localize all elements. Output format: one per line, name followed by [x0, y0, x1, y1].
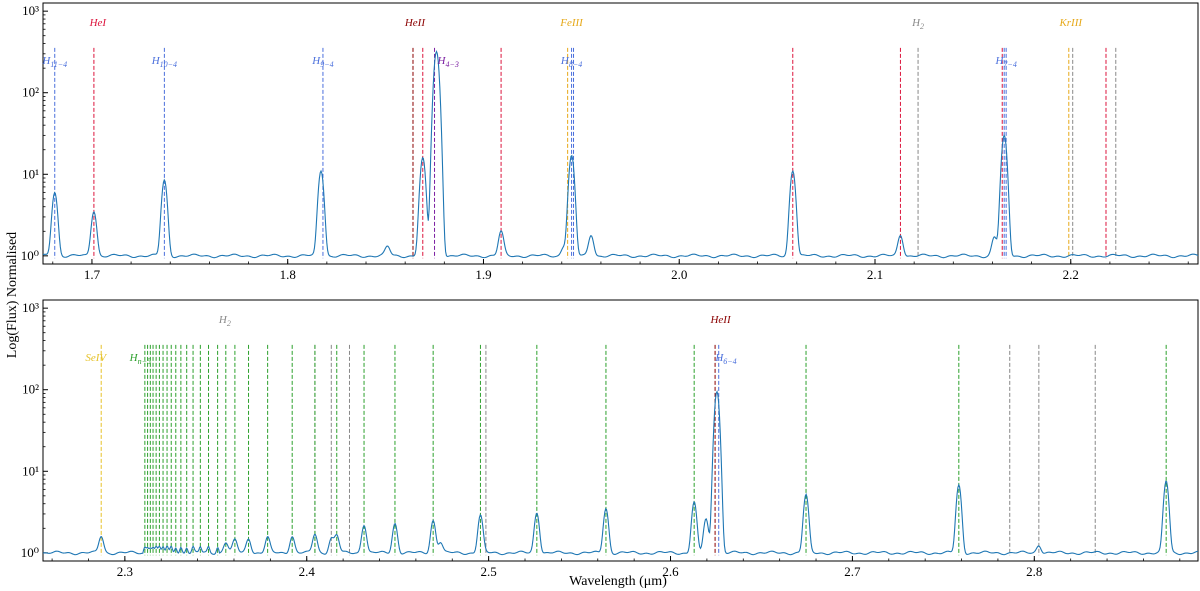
x-tick-label: 2.4	[299, 564, 316, 579]
x-tick-label: 2.3	[117, 564, 133, 579]
x-tick-label: 1.9	[475, 267, 491, 282]
line-label-kriii: KrIII	[1058, 17, 1083, 29]
x-tick-label: 1.7	[84, 267, 101, 282]
x-tick-label: 2.1	[867, 267, 883, 282]
line-label-feiii: FeIII	[559, 17, 584, 29]
line-label-h: H10−4	[151, 55, 177, 69]
x-axis-label: Wavelength (μm)	[569, 574, 667, 589]
y-tick-label: 10¹	[22, 463, 39, 478]
line-label-h: H8−4	[560, 55, 582, 69]
line-label-paa: H4−3	[437, 55, 459, 69]
x-tick-label: 2.7	[844, 564, 861, 579]
line-label-h: H9−4	[311, 55, 333, 69]
line-label-h: H7−4	[994, 55, 1016, 69]
line-label-h: H6−4	[714, 352, 736, 366]
y-tick-label: 10¹	[22, 166, 39, 181]
top-panel: 1.7 1.8 1.9 2.0 2.1 2.2 10⁰ 10¹ 10² 10³ H11−4 HeI H1…	[21, 2, 1199, 282]
line-label-h2: H2	[218, 314, 231, 328]
plot-frame	[42, 2, 1199, 265]
y-tick-label: 10³	[22, 3, 39, 18]
x-tick-label: 2.2	[1063, 267, 1079, 282]
spectrum-line	[42, 49, 1199, 259]
y-tick-label: 10²	[22, 382, 39, 397]
y-tick-label: 10²	[22, 85, 39, 100]
line-label-heii: HeII	[404, 17, 426, 29]
x-tick-label: 2.0	[671, 267, 687, 282]
x-tick-label: 2.6	[662, 564, 679, 579]
plot-frame	[42, 299, 1199, 562]
line-label-h: H11−4	[41, 55, 67, 69]
line-label-hei: HeI	[89, 17, 108, 29]
y-tick-label: 10³	[22, 300, 39, 315]
y-tick-label: 10⁰	[21, 545, 39, 560]
line-label-h2: H2	[911, 17, 924, 31]
line-label-seiv: SeIV	[85, 352, 107, 364]
bottom-panel: 2.3 2.4 2.5 2.6 2.7 2.8 10⁰ 10¹ 10² 10³ SeIV Hn−5 H2…	[21, 299, 1199, 579]
y-axis-label: Log(Flux) Normalised	[5, 232, 20, 358]
x-tick-label: 2.5	[481, 564, 497, 579]
x-tick-label: 2.8	[1026, 564, 1042, 579]
line-label-heii: HeII	[709, 314, 731, 326]
line-label-hn5: Hn−5	[129, 352, 151, 366]
spectrum-line	[42, 389, 1199, 556]
y-tick-label: 10⁰	[21, 248, 39, 263]
x-tick-label: 1.8	[280, 267, 296, 282]
